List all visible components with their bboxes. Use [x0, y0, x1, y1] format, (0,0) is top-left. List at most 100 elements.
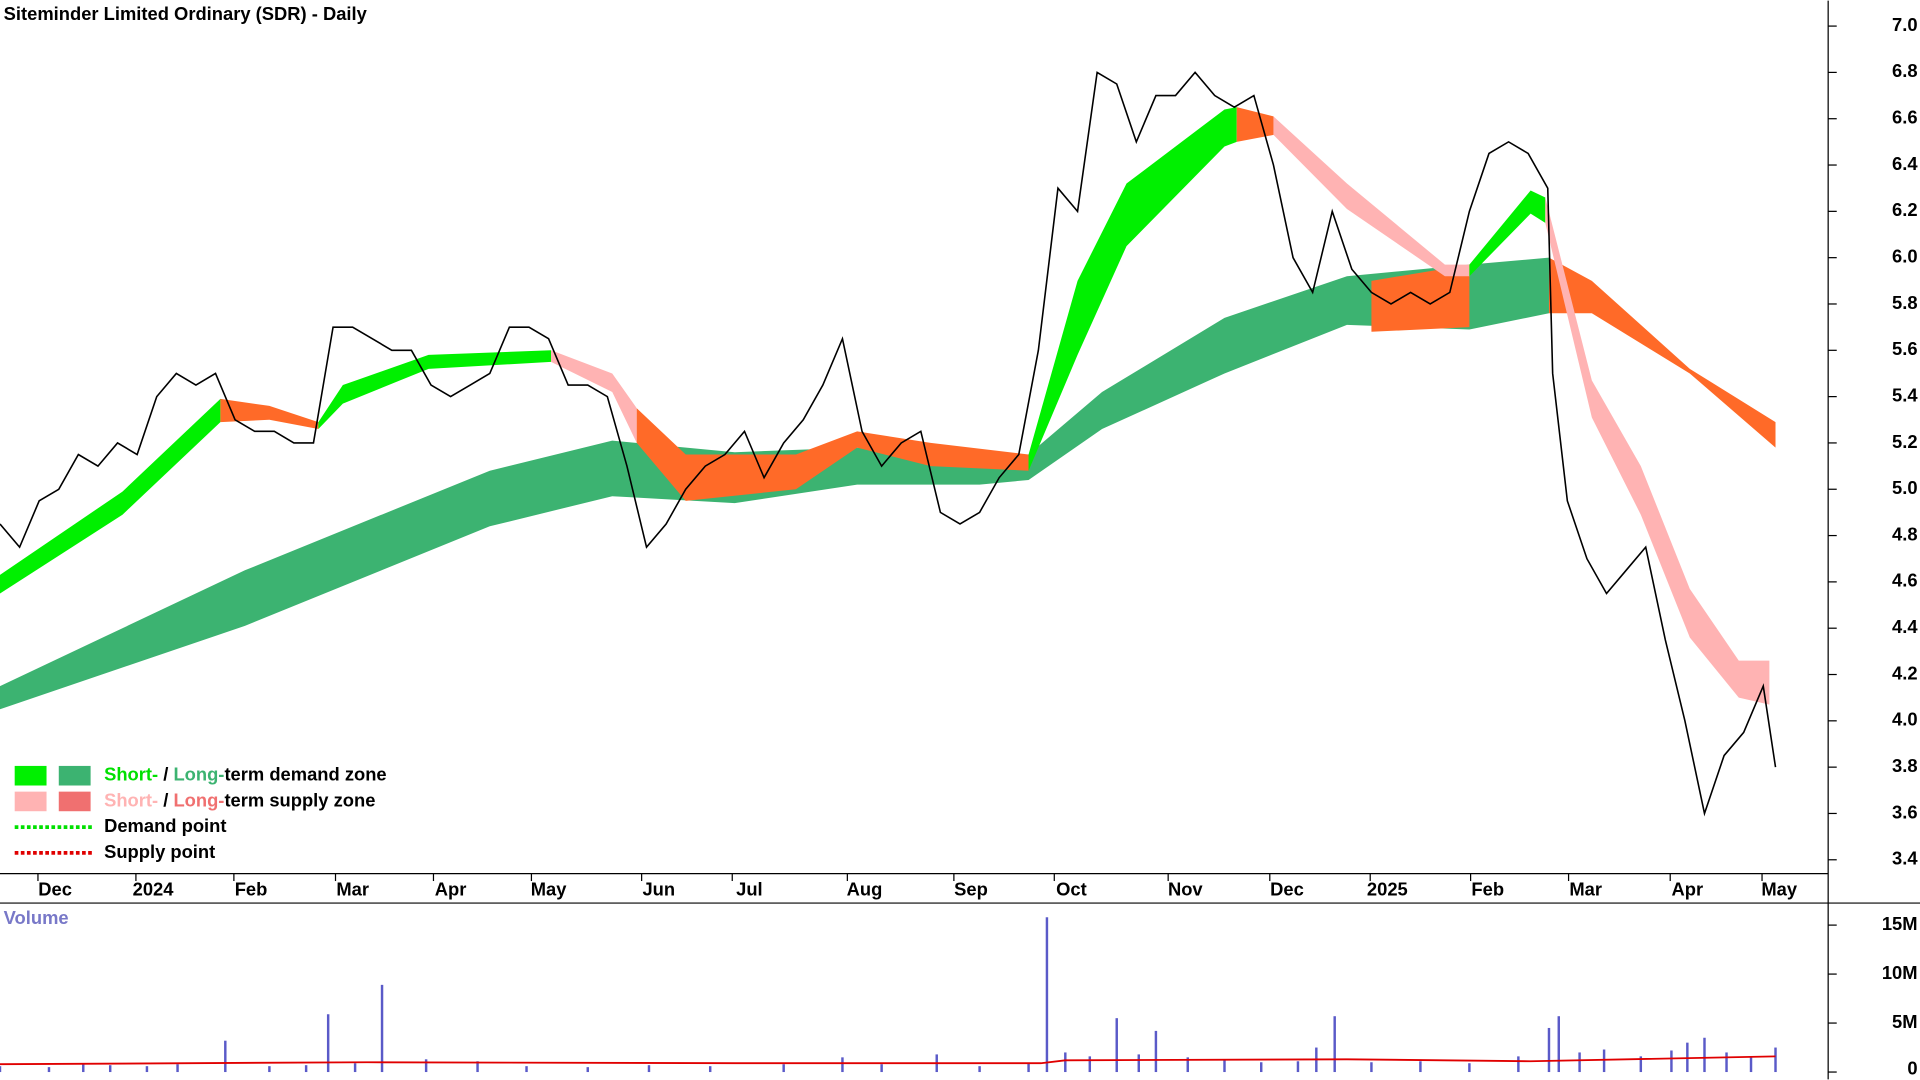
zone-band [636, 408, 1029, 501]
zone-band [220, 398, 319, 430]
volume-bar [1333, 1016, 1336, 1073]
volume-bar [1027, 1063, 1030, 1073]
volume-bar [1468, 1063, 1471, 1073]
volume-bar [1186, 1057, 1189, 1073]
legend-text: Supply point [104, 841, 215, 862]
y-tick-label: 15M [1882, 913, 1918, 934]
volume-bar [47, 1067, 51, 1073]
y-tick-label: 0 [1907, 1057, 1917, 1078]
y-tick-label: 3.8 [1892, 755, 1918, 776]
volume-bar [1639, 1056, 1643, 1073]
legend-text: / [158, 789, 173, 810]
y-tick-label: 5.2 [1892, 431, 1918, 452]
x-tick-label: Mar [336, 879, 369, 900]
volume-bar [0, 1066, 2, 1073]
legend-text: / [158, 764, 173, 785]
x-tick-label: 2025 [1367, 879, 1408, 900]
y-tick-label: 7.0 [1892, 14, 1918, 35]
volume-average [0, 1055, 1776, 1066]
zone-band [0, 398, 221, 594]
volume-bar [647, 1065, 651, 1073]
x-tick-label: Dec [1270, 879, 1304, 900]
volume-bar [1749, 1057, 1753, 1073]
y-tick-label: 5M [1892, 1011, 1918, 1032]
legend-label: Supply point [104, 841, 215, 862]
volume-bar [1296, 1061, 1300, 1073]
legend-text: Long- [173, 764, 224, 785]
x-tick-label: Dec [38, 879, 72, 900]
volume-bar [380, 984, 384, 1073]
y-tick-label: 3.6 [1892, 801, 1918, 822]
volume-bar [424, 1059, 428, 1073]
x-tick-label: Aug [847, 879, 883, 900]
y-tick-label: 4.8 [1892, 523, 1918, 544]
volume-bar [1137, 1054, 1140, 1073]
volume-bar [1578, 1052, 1581, 1073]
x-tick-label: May [1761, 879, 1798, 900]
volume-bar [108, 1065, 112, 1073]
y-tick-label: 5.4 [1892, 384, 1918, 405]
zone-band [1469, 190, 1546, 277]
y-tick-label: 5.6 [1892, 338, 1918, 359]
legend-text: term supply zone [224, 789, 375, 810]
volume-bar [353, 1063, 357, 1073]
x-tick-label: Apr [435, 879, 467, 900]
volume-bar [1774, 1047, 1777, 1073]
volume-bar [304, 1065, 308, 1073]
volume-bar [1547, 1027, 1551, 1073]
zone-band [1028, 107, 1237, 471]
volume-bar [268, 1066, 271, 1073]
legend-label: Short- / Long-term supply zone [104, 789, 375, 810]
x-tick-label: Sep [954, 879, 988, 900]
legend-text: Short- [104, 789, 158, 810]
x-tick-label: Mar [1569, 879, 1602, 900]
volume-bar [145, 1066, 149, 1073]
legend-text: term demand zone [224, 764, 386, 785]
volume-bar [476, 1061, 479, 1073]
volume-bar [326, 1014, 330, 1073]
legend-swatch [14, 765, 47, 786]
legend-swatch [58, 791, 91, 812]
x-tick-label: Feb [1471, 879, 1504, 900]
volume-bar [1154, 1030, 1158, 1073]
zones [0, 107, 1776, 710]
volume-bar [224, 1040, 227, 1073]
legend-label: Demand point [104, 815, 226, 836]
legend-label: Short- / Long-term demand zone [104, 764, 387, 785]
zone-band [551, 350, 637, 443]
y-tick-label: 6.2 [1892, 199, 1918, 220]
volume-bar [525, 1066, 528, 1073]
volume-bar [1115, 1018, 1118, 1073]
y-tick-label: 6.0 [1892, 246, 1918, 267]
price-line [0, 71, 1777, 817]
x-tick-label: May [531, 879, 568, 900]
volume-bar [82, 1063, 85, 1073]
legend-swatch [14, 791, 47, 812]
zone-band [1548, 257, 1776, 448]
volume-bar [978, 1066, 981, 1073]
volume-bar [708, 1066, 712, 1073]
legend-text: Demand point [104, 815, 226, 836]
y-tick-label: 4.6 [1892, 570, 1918, 591]
x-tick-label: 2024 [133, 879, 175, 900]
legend-text: Long- [173, 789, 224, 810]
volume-bar [880, 1064, 883, 1073]
x-tick-label: Nov [1168, 879, 1203, 900]
volume-bar [1725, 1052, 1728, 1073]
volume-bar [1223, 1060, 1226, 1073]
y-tick-label: 10M [1882, 962, 1918, 983]
volume-bar [1602, 1049, 1606, 1073]
legend-text: Short- [104, 764, 158, 785]
volume-bar [1670, 1050, 1673, 1073]
chart-title: Siteminder Limited Ordinary (SDR) - Dail… [4, 3, 368, 24]
y-tick-label: 6.4 [1892, 153, 1918, 174]
volume-bar [1557, 1016, 1560, 1073]
volume-bar [841, 1057, 844, 1073]
y-tick-label: 5.8 [1892, 292, 1918, 313]
y-tick-label: 6.6 [1892, 107, 1918, 128]
volume-bar [586, 1067, 589, 1073]
volume-bar [1517, 1056, 1520, 1073]
y-tick-label: 4.2 [1892, 662, 1918, 683]
volume-bar [1419, 1061, 1422, 1073]
